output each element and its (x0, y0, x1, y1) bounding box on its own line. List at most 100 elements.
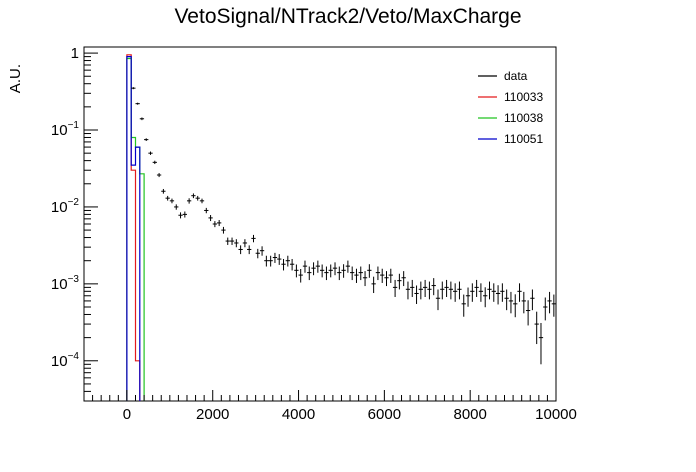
x-tick-label: 0 (123, 406, 131, 423)
data-point (264, 255, 269, 267)
data-point (324, 266, 329, 281)
data-point (302, 260, 308, 273)
data-point (169, 198, 175, 204)
data-point (217, 220, 222, 227)
data-point (178, 212, 183, 219)
x-tick-label: 4000 (282, 406, 315, 423)
x-tick-label: 2000 (196, 406, 229, 423)
data-point (513, 294, 518, 318)
data-point (491, 283, 496, 302)
legend-entry-110051: 110051 (478, 132, 543, 146)
data-point (345, 260, 351, 273)
data-point (435, 289, 441, 311)
data-point (422, 279, 428, 297)
data-point (294, 264, 299, 278)
data-point (495, 285, 501, 305)
data-point (487, 281, 492, 300)
data-point (320, 264, 325, 278)
data-point (242, 239, 248, 248)
data-point (500, 283, 505, 302)
data-point (530, 289, 535, 311)
data-point (255, 248, 260, 259)
legend: data 110033 110038 110051 (478, 69, 543, 146)
data-point (298, 269, 303, 283)
data-point (272, 252, 278, 263)
data-point (281, 258, 286, 271)
data-point (392, 279, 398, 297)
data-point (174, 204, 179, 210)
data-point (234, 239, 239, 248)
data-point (238, 245, 243, 255)
mc-series-110033 (126, 54, 141, 401)
data-point (186, 198, 192, 204)
data-point (414, 285, 419, 304)
data-point (543, 297, 548, 321)
legend-label: 110051 (504, 132, 543, 146)
data-point (195, 195, 200, 201)
data-point (341, 264, 346, 278)
data-point (405, 281, 411, 300)
data-point (225, 237, 230, 245)
data-point (135, 102, 140, 105)
data-point (358, 266, 363, 281)
data-point (191, 193, 196, 199)
data-point (156, 173, 162, 178)
data-point (350, 266, 355, 281)
data-point (247, 245, 252, 255)
data-point (139, 117, 145, 121)
x-tick-label: 6000 (368, 406, 401, 423)
data-point (525, 300, 531, 326)
data-point (388, 268, 393, 283)
plot-frame (83, 46, 557, 402)
data-point (418, 281, 423, 300)
y-tick-label: 1 (71, 45, 79, 62)
x-tick-label: 8000 (453, 406, 486, 423)
data-point (268, 255, 273, 267)
data-point (427, 281, 432, 300)
data-point (551, 294, 556, 317)
data-point (465, 287, 471, 307)
data-point (362, 271, 368, 287)
data-point (547, 291, 552, 314)
data-point (470, 283, 475, 302)
mc-histograms (126, 54, 145, 401)
y-tick-label: 10−3 (51, 274, 80, 293)
data-point (315, 260, 320, 273)
y-tick-label: 10−4 (51, 351, 80, 370)
data-point (478, 283, 484, 302)
legend-entry-110038: 110038 (478, 111, 543, 125)
data-point (289, 258, 295, 271)
data-point (534, 311, 539, 345)
data-point (517, 283, 522, 302)
data-point (337, 266, 342, 281)
legend-label: 110038 (504, 111, 543, 125)
data-points (131, 87, 556, 365)
data-point (161, 188, 166, 194)
data-point (148, 151, 153, 155)
data-point (401, 271, 406, 287)
mc-series-110051 (126, 56, 141, 401)
data-point (521, 291, 526, 314)
data-point (144, 138, 149, 141)
data-point (440, 281, 445, 300)
data-point (397, 273, 402, 290)
data-point (375, 266, 381, 281)
data-point (384, 271, 389, 287)
data-point (182, 211, 187, 218)
data-point (410, 279, 415, 297)
legend-entry-data: data (478, 69, 528, 83)
data-point (371, 276, 376, 294)
y-tick-label: 10−1 (51, 120, 80, 139)
x-axis: 0 2000 4000 6000 8000 10000 (92, 390, 577, 423)
data-point (307, 266, 312, 281)
data-point (444, 279, 449, 297)
data-point (199, 198, 205, 204)
data-point (311, 262, 316, 276)
legend-label: data (504, 69, 528, 83)
data-point (380, 268, 385, 283)
data-point (229, 237, 235, 245)
data-point (328, 264, 333, 278)
data-point (538, 322, 544, 365)
data-point (483, 287, 488, 308)
